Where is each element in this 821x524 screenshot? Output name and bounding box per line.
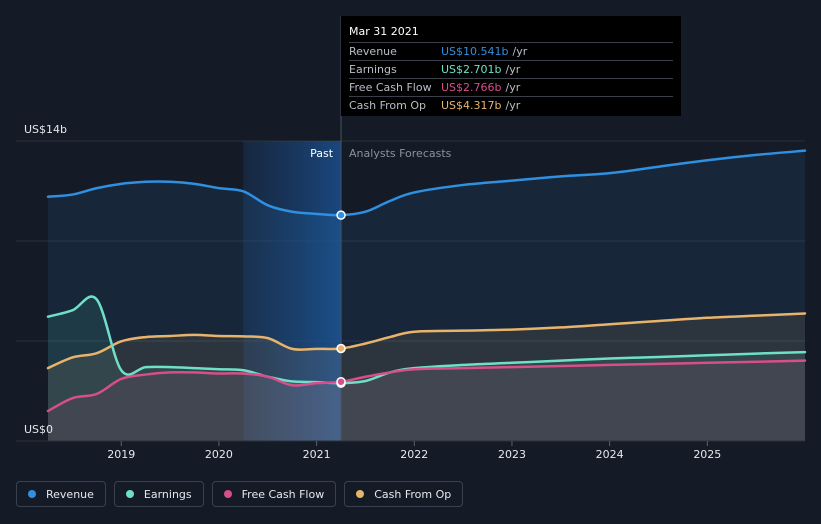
x-tick-label: 2021 [303,448,331,461]
area-revenue [48,150,805,441]
legend-dot-icon [223,490,232,498]
tooltip-unit: /yr [512,45,528,58]
marker-cash-from-op [336,343,346,354]
hover-markers [336,210,346,388]
tooltip-value: US$2.701b [441,63,502,76]
x-tick-label: 2022 [400,448,428,461]
x-tick-label: 2024 [596,448,624,461]
legend: Revenue Earnings Free Cash Flow Cash Fro… [16,481,464,507]
tooltip-row-earnings: Earnings US$2.701b /yr [349,60,673,78]
tooltip-label: Revenue [349,45,397,58]
tooltip-label: Free Cash Flow [349,81,432,94]
past-label: Past [310,147,334,160]
marker-free-cash-flow [336,376,346,387]
legend-item-revenue[interactable]: Revenue [16,481,106,507]
marker-revenue [336,210,346,220]
legend-label: Cash From Op [374,487,452,501]
legend-dot-icon [125,490,134,498]
tooltip-unit: /yr [505,81,521,94]
legend-item-earnings[interactable]: Earnings [113,481,204,507]
legend-label: Earnings [143,487,192,501]
forecast-label: Analysts Forecasts [349,147,452,160]
past-highlight-region [243,141,342,441]
legend-label: Free Cash Flow [241,487,325,501]
tooltip-value: US$10.541b [441,45,509,58]
tooltip-unit: /yr [505,99,521,112]
line-cash-from-op [46,312,807,370]
tooltip-value: US$2.766b [441,81,502,94]
tooltip-value: US$4.317b [441,99,502,112]
series-areas [48,150,805,441]
tooltip-label: Earnings [349,63,397,76]
x-axis: 2019 2020 2021 2022 2023 2024 2025 [16,440,805,461]
legend-dot-icon [356,490,365,498]
area-free-cash-flow [48,360,805,441]
data-tooltip: Mar 31 2021 Revenue US$10.541b /yr Earni… [341,16,681,116]
legend-item-free-cash-flow[interactable]: Free Cash Flow [211,481,337,507]
line-free-cash-flow [46,359,807,413]
tooltip-row-free-cash-flow: Free Cash Flow US$2.766b /yr [349,78,673,96]
tooltip-row-cash-from-op: Cash From Op US$4.317b /yr [349,96,673,114]
tooltip-date: Mar 31 2021 [349,25,419,38]
x-tick-label: 2023 [498,448,526,461]
line-revenue [46,149,807,217]
y-axis-bottom-label: US$0 [24,423,53,436]
x-tick-label: 2019 [107,448,135,461]
tooltip-row-revenue: Revenue US$10.541b /yr [349,42,673,60]
y-axis-top-label: US$14b [24,123,67,136]
tooltip-label: Cash From Op [349,99,427,112]
tooltip-unit: /yr [505,63,521,76]
legend-dot-icon [28,490,36,498]
x-tick-label: 2020 [205,448,233,461]
series-lines [46,149,807,413]
legend-item-cash-from-op[interactable]: Cash From Op [344,481,464,507]
legend-label: Revenue [46,487,94,501]
area-cash-from-op [48,313,805,441]
x-tick-label: 2025 [693,448,721,461]
